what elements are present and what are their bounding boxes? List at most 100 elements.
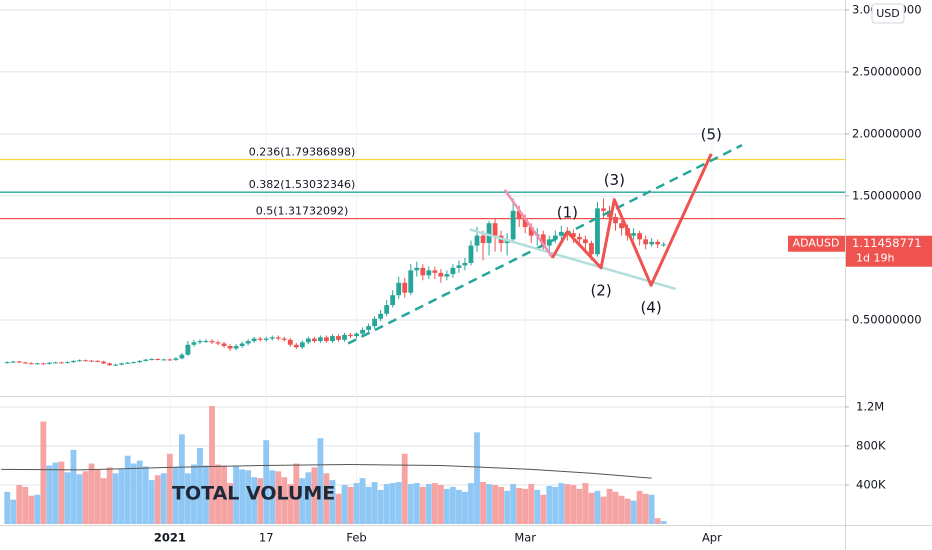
- volume-bar: [178, 434, 185, 524]
- volume-bar: [546, 485, 553, 524]
- candle-body: [438, 272, 444, 277]
- volume-bar: [341, 484, 348, 524]
- volume-bar: [660, 521, 667, 524]
- candle-body: [83, 360, 88, 362]
- volume-bar: [588, 492, 595, 524]
- candle-body: [486, 223, 492, 244]
- volume-bar: [239, 469, 246, 524]
- candle-body: [275, 337, 281, 339]
- volume-bar: [612, 491, 619, 524]
- candle-body: [245, 341, 251, 344]
- volume-bar: [636, 490, 643, 524]
- candle-body: [221, 343, 227, 347]
- volume-bar: [136, 460, 143, 524]
- candle-body: [28, 363, 34, 365]
- candle-body: [480, 235, 486, 244]
- volume-bar: [437, 484, 444, 524]
- volume-bar: [347, 486, 354, 524]
- volume-bar: [22, 486, 29, 524]
- candle-body: [107, 363, 113, 366]
- wave-label: (5): [701, 125, 722, 143]
- candle-body: [619, 223, 624, 229]
- candle-body: [119, 363, 125, 365]
- candle-body: [89, 360, 94, 362]
- x-tick-label: Apr: [702, 531, 722, 545]
- candle-body: [10, 361, 16, 363]
- candle-body: [607, 210, 612, 218]
- candle-body: [384, 305, 390, 314]
- volume-bar: [46, 465, 53, 524]
- trend-line: [503, 189, 554, 259]
- candle-body: [474, 235, 480, 246]
- volume-bar: [570, 484, 577, 524]
- candle-body: [40, 363, 46, 365]
- volume-bar: [431, 483, 438, 524]
- volume-bar: [148, 480, 155, 524]
- candle-body: [354, 333, 359, 337]
- volume-bar: [142, 466, 149, 524]
- candle-body: [16, 361, 22, 363]
- volume-bar: [594, 490, 601, 524]
- volume-bar: [468, 483, 474, 524]
- candle-body: [450, 267, 456, 275]
- volume-bar: [456, 489, 462, 524]
- candle-body: [378, 313, 384, 319]
- volume-bar: [359, 478, 366, 524]
- volume-bar: [215, 464, 221, 524]
- volume-bar: [269, 470, 276, 524]
- grid: [0, 0, 845, 524]
- candle-body: [402, 282, 408, 293]
- candle-body: [269, 337, 275, 339]
- candle-body: [65, 362, 70, 364]
- volume-bar: [209, 405, 215, 524]
- volume-bar: [118, 469, 125, 524]
- candle-body: [233, 346, 239, 349]
- volume-bar: [100, 478, 107, 524]
- volume-bar: [558, 483, 565, 524]
- volume-bar: [281, 477, 288, 524]
- candle-body: [53, 362, 58, 364]
- volume-bar: [329, 480, 336, 524]
- volume-bar: [365, 486, 372, 524]
- volume-bar: [130, 463, 137, 524]
- volume-bar: [552, 486, 559, 524]
- volume-bar: [395, 482, 402, 524]
- volume-bar: [221, 465, 227, 524]
- candle-body: [101, 361, 107, 364]
- volume-bar: [564, 484, 571, 524]
- volume-bar: [576, 488, 583, 524]
- volume-bar: [263, 440, 270, 524]
- volume-bar: [16, 484, 23, 524]
- candle-body: [251, 338, 257, 342]
- volume-bar: [251, 477, 258, 524]
- trend-line: [469, 228, 677, 291]
- candle-body: [59, 362, 64, 364]
- candle-body: [299, 342, 305, 348]
- volume-bar: [654, 518, 661, 524]
- volume-bar: [10, 499, 17, 524]
- candle-body: [570, 233, 576, 237]
- candle-body: [432, 270, 438, 273]
- volume-bar: [407, 484, 414, 524]
- volume-bar: [245, 470, 252, 524]
- candle-body: [420, 267, 426, 276]
- y-tick-label: 0.50000000: [852, 312, 922, 326]
- volume-bar: [203, 465, 209, 524]
- volume-bar: [504, 490, 511, 524]
- candle-body: [522, 218, 528, 227]
- symbol-box: [788, 235, 845, 252]
- currency-box: [871, 3, 905, 24]
- candle-body: [179, 354, 185, 359]
- volume-bar: [112, 473, 119, 524]
- x-tick-label: 17: [259, 531, 274, 545]
- candle-body: [46, 362, 52, 364]
- candle-body: [637, 233, 643, 240]
- y-tick-label: 2.00000000: [852, 126, 922, 140]
- volume-bar: [185, 473, 191, 524]
- volume-bar: [419, 486, 426, 524]
- candle-body: [71, 360, 76, 363]
- fib-label: 0.5(1.31732092): [256, 205, 349, 218]
- candle-body: [4, 362, 10, 364]
- x-tick-label: Feb: [346, 531, 366, 545]
